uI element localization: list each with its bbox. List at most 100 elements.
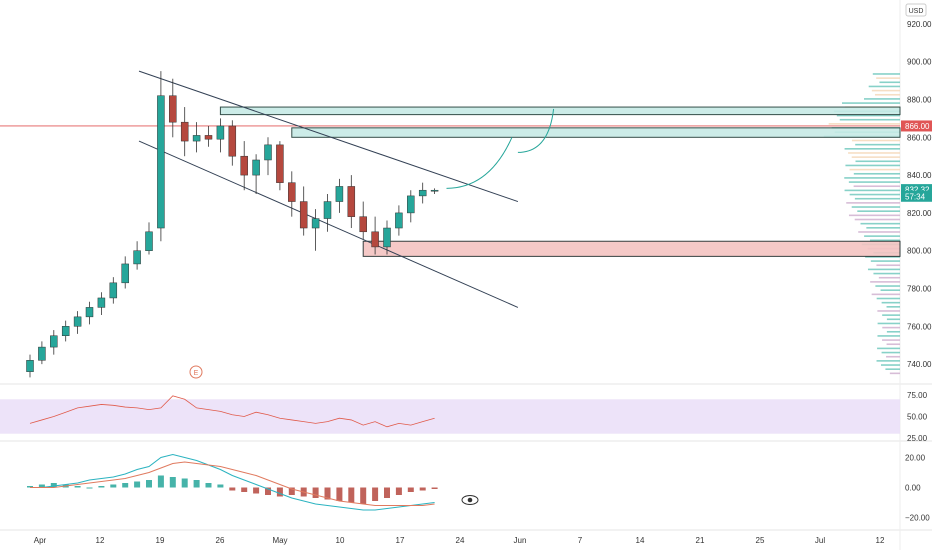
volume-profile-bar [841,102,900,104]
volume-profile-bar [875,285,900,287]
signal-line [30,461,435,506]
macd-pane [27,453,438,511]
volume-profile-bar [870,260,900,262]
macd-tick-label: −20.00 [905,514,930,523]
volume-profile-bar [889,372,900,375]
volume-profile-bar [877,335,900,337]
eye-icon[interactable] [461,495,479,505]
macd-histogram-bar [38,484,45,488]
projection-arrow-2 [517,108,555,153]
volume-profile-bar [881,351,900,354]
candle-body [252,159,260,176]
candle-body [145,231,153,251]
price-tick-label: 780.00 [907,285,932,294]
candle-body [347,186,356,217]
volume-profile-bar [886,306,900,308]
macd-tick-label: 20.00 [905,454,926,463]
macd-histogram-bar [169,477,176,488]
currency-label: USD [909,8,924,15]
candle-body [335,186,344,202]
price-tick-label: 880.00 [907,96,932,105]
volume-profile-bar [844,148,900,150]
macd-histogram-bar [157,475,164,488]
volume-profile-bar [879,81,900,84]
macd-line [30,453,435,511]
rsi-band [0,399,900,434]
price-marker-label: 866.00 [905,122,930,131]
price-marker-box [901,184,932,196]
volume-profile-bar [877,322,900,325]
earnings-marker-circle[interactable] [189,365,203,379]
volume-profile-bar [867,268,900,271]
price-marker-box [901,120,932,132]
volume-profile-bar [886,343,900,346]
channel-line-lower [138,140,519,308]
volume-profile-bar [849,168,900,171]
projection-layer [446,108,555,189]
volume-profile-bar [865,256,900,258]
macd-histogram-bar [348,487,355,503]
volume-profile-bar [877,347,900,350]
time-tick-label: 26 [216,536,225,545]
volume-profile-bar [855,143,900,146]
volume-profile-bar [873,272,900,275]
zone-resistance-upper [219,106,901,116]
macd-histogram-bar [419,487,426,491]
candle-body [395,212,403,229]
zone-resistance-lower [291,127,901,138]
projection-arrow-1 [446,137,513,189]
volume-profile-bar [882,339,900,341]
time-tick-label: 10 [336,536,345,545]
volume-profile-bar [849,193,900,196]
price-marker-label: 57:34 [905,192,926,201]
candle-body [61,326,70,336]
volume-profile-bar [857,210,900,212]
macd-histogram-bar [253,487,260,494]
volume-profile-bar [882,314,900,316]
candle-body [26,360,34,372]
time-tick-label: 21 [696,536,705,545]
volume-profile-bar [851,206,900,208]
macd-histogram-bar [395,487,402,495]
candle-body [407,195,415,214]
volume-profile-bar [880,289,900,291]
volume-profile-bar [886,355,900,358]
macd-histogram-bar [110,484,117,488]
volume-profile-bar [845,164,900,167]
macd-histogram-bar [288,487,295,495]
volume-profile-bar [844,189,900,192]
channel-line-upper [138,70,519,203]
volume-profile-bar [866,227,900,229]
time-tick-label: Apr [34,536,47,545]
volume-profile-bar [848,152,900,154]
price-tick-label: 920.00 [907,20,932,29]
volume-profile-bar [863,98,900,100]
zones-layer [219,106,901,257]
volume-profile-bar [882,326,900,329]
rsi-tick-label: 50.00 [907,413,928,422]
volume-profile-bar [860,222,900,225]
candle-body [38,346,46,361]
earnings-marker[interactable]: E [189,365,203,379]
macd-histogram-bar [407,487,414,492]
price-tick-label: 800.00 [907,247,932,256]
candle-body [204,135,213,140]
candle-body [276,144,284,183]
price-tick-label: 820.00 [907,209,932,218]
candle-body [371,231,379,248]
candle-body [180,121,189,142]
price-tick-label: 900.00 [907,58,932,67]
macd-tick-label: 0.00 [905,484,921,493]
candle-body [133,250,141,265]
volume-profile-bar [839,118,900,121]
price-tick-label: 760.00 [907,322,932,331]
volume-profile-bar [851,139,900,142]
currency-box[interactable] [905,3,927,17]
time-tick-label: May [272,536,287,545]
eye-icon-pupil [467,497,473,503]
price-tick-label: 840.00 [907,171,932,180]
candle-body [85,307,94,318]
candle-body [299,201,308,229]
